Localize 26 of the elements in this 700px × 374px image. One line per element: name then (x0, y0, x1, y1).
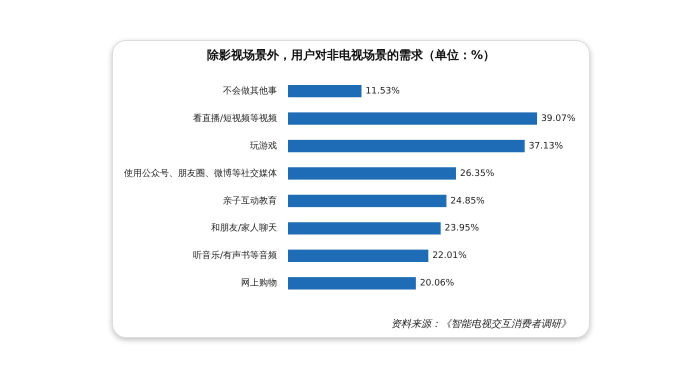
text: 资料来源：《智能电视交互消费者调研》 (391, 318, 571, 331)
data-label: 20.06% (420, 278, 455, 289)
bar (288, 277, 416, 290)
y-tick-label: 看直播/短视频等视频 (192, 112, 277, 124)
data-label: 37.13% (528, 141, 564, 152)
data-label: 26.35% (460, 168, 495, 179)
y-tick-label: 听音乐/有声书等音频 (192, 250, 277, 262)
data-label: 22.01% (432, 251, 468, 262)
y-tick-label: 不会做其他事 (223, 85, 277, 96)
y-tick-label: 网上购物 (241, 278, 277, 289)
chart-title: 除影视场景外，用户对非电视场景的需求（单位：%） (206, 47, 496, 64)
data-label: 23.95% (444, 224, 480, 234)
data-label: 11.53% (366, 86, 400, 96)
bar (288, 194, 446, 208)
y-tick-label: 和朋友/家人聊天 (210, 222, 277, 234)
y-tick-label: 玩游戏 (250, 140, 277, 152)
bar (288, 167, 456, 180)
bar (288, 250, 428, 262)
bar (288, 140, 525, 152)
data-label: 24.85% (450, 196, 486, 206)
bar (288, 84, 362, 98)
bar (288, 222, 441, 235)
y-tick-label: 亲子互动教育 (223, 195, 277, 206)
bar (288, 112, 538, 125)
y-tick-label: 使用公众号、朋友圈、微博等社交媒体 (124, 168, 277, 179)
data-label: 39.07% (541, 114, 576, 124)
